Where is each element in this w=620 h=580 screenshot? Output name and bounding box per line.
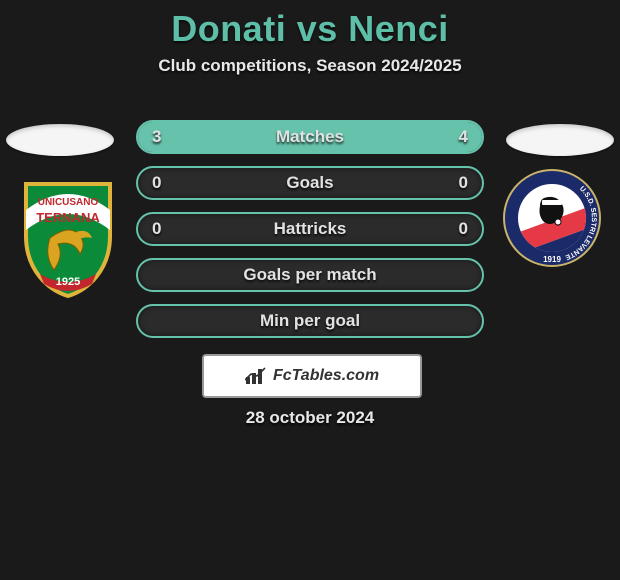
crest-right-year: 1919	[543, 255, 561, 264]
ternana-crest-svg: UNICUSANO TERNANA 1925	[18, 178, 118, 298]
crest-text-mid: TERNANA	[36, 210, 100, 225]
stat-row-matches: 3 Matches 4	[136, 120, 484, 154]
stat-right-value: 4	[459, 122, 468, 152]
bar-chart-icon	[245, 367, 267, 385]
club-crest-left: UNICUSANO TERNANA 1925	[18, 178, 118, 298]
sestri-crest-svg: U.S.D. SESTRI LEVANTE 1919	[502, 168, 602, 268]
attribution-box: FcTables.com	[202, 354, 422, 398]
player-right-avatar-placeholder	[506, 124, 614, 156]
club-crest-right: U.S.D. SESTRI LEVANTE 1919	[502, 168, 602, 276]
page-subtitle: Club competitions, Season 2024/2025	[0, 56, 620, 76]
stat-label: Hattricks	[138, 214, 482, 244]
crest-year-text: 1925	[56, 276, 80, 288]
stat-row-goalspermatch: Goals per match	[136, 258, 484, 292]
stat-row-hattricks: 0 Hattricks 0	[136, 212, 484, 246]
player-left-avatar-placeholder	[6, 124, 114, 156]
stat-label: Goals	[138, 168, 482, 198]
stat-right-value: 0	[459, 214, 468, 244]
stat-right-value: 0	[459, 168, 468, 198]
stat-label: Matches	[138, 122, 482, 152]
comparison-infographic: Donati vs Nenci Club competitions, Seaso…	[0, 0, 620, 580]
stat-label: Min per goal	[138, 306, 482, 336]
page-title: Donati vs Nenci	[0, 0, 620, 50]
stat-row-minpergoal: Min per goal	[136, 304, 484, 338]
attribution-text: FcTables.com	[273, 367, 379, 385]
crest-text-top: UNICUSANO	[38, 197, 99, 208]
generated-date: 28 october 2024	[0, 408, 620, 428]
stat-label: Goals per match	[138, 260, 482, 290]
stats-panel: 3 Matches 4 0 Goals 0 0 Hattricks 0	[136, 120, 484, 350]
stat-row-goals: 0 Goals 0	[136, 166, 484, 200]
